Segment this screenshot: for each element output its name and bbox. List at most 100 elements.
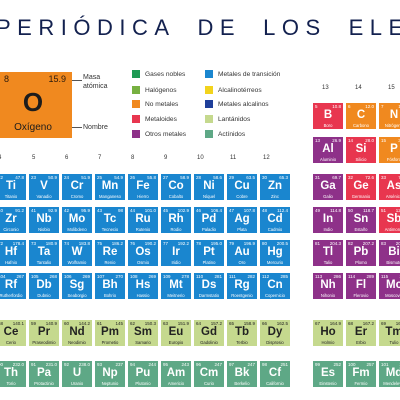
- element-tile-tc[interactable]: 43 98 Tc Tecnecio: [95, 207, 125, 233]
- element-tile-cu[interactable]: 29 63.5 Cu Cobre: [227, 174, 257, 200]
- element-tile-mn[interactable]: 25 54.9 Mn Manganeso: [95, 174, 125, 200]
- atomic-mass: 243: [181, 362, 189, 367]
- element-name: Americio: [167, 381, 185, 386]
- element-tile-b[interactable]: 5 10.8 B Boro: [313, 103, 343, 129]
- element-tile-er[interactable]: 68 167.2 Er Erbio: [346, 320, 376, 346]
- element-tile-sg[interactable]: 106 269 Sg Seaborgio: [62, 273, 92, 299]
- element-tile-mt[interactable]: 109 278 Mt Meitnerio: [161, 273, 191, 299]
- element-tile-ho[interactable]: 67 164.9 Ho Holmio: [313, 320, 343, 346]
- element-tile-ge[interactable]: 32 72.6 Ge Germanio: [346, 174, 376, 200]
- element-tile-am[interactable]: 95 243 Am Americio: [161, 361, 191, 387]
- element-tile-hs[interactable]: 108 269 Hs Hassio: [128, 273, 158, 299]
- element-tile-bh[interactable]: 107 270 Bh Bohrio: [95, 273, 125, 299]
- atomic-number: 48: [262, 208, 268, 213]
- element-tile-ni[interactable]: 28 58.6 Ni Níquel: [194, 174, 224, 200]
- element-tile-bk[interactable]: 97 247 Bk Berkelio: [227, 361, 257, 387]
- element-tile-v[interactable]: 23 50.9 V Vanadio: [29, 174, 59, 200]
- element-symbol: Mn: [101, 180, 119, 192]
- element-tile-cd[interactable]: 48 112.4 Cd Cadmio: [260, 207, 290, 233]
- element-tile-tl[interactable]: 81 204.3 Tl Talio: [313, 240, 343, 266]
- element-tile-pt[interactable]: 78 195.0 Pt Platino: [194, 240, 224, 266]
- element-tile-sm[interactable]: 62 150.3 Sm Samario: [128, 320, 158, 346]
- atomic-mass: 162.5: [276, 321, 288, 326]
- element-tile-pd[interactable]: 46 106.4 Pd Paladio: [194, 207, 224, 233]
- atomic-number: 33: [381, 175, 387, 180]
- element-tile-cn[interactable]: 112 285 Cn Copernicio: [260, 273, 290, 299]
- legend-item: Halógenos: [132, 86, 177, 94]
- element-tile-rh[interactable]: 45 102.9 Rh Rodio: [161, 207, 191, 233]
- element-tile-tm[interactable]: 69 168.9Tm Tulio: [379, 320, 400, 346]
- element-tile-pa[interactable]: 91 231.0 Pa Protactinio: [29, 361, 59, 387]
- element-tile-pu[interactable]: 94 244 Pu Plutonio: [128, 361, 158, 387]
- element-tile-es[interactable]: 99 252 Es Einstenio: [313, 361, 343, 387]
- element-tile-np[interactable]: 93 237 Np Neptunio: [95, 361, 125, 387]
- page-title: PERIÓDICA DE LOS ELE: [0, 15, 400, 41]
- element-tile-si[interactable]: 14 28.0 Si Silicio: [346, 137, 376, 163]
- element-tile-sn[interactable]: 50 118.7 Sn Estaño: [346, 207, 376, 233]
- example-symbol: O: [22, 87, 44, 117]
- element-symbol: Mo: [68, 213, 86, 225]
- element-tile-ag[interactable]: 47 107.8 Ag Plata: [227, 207, 257, 233]
- element-tile-os[interactable]: 76 190.2 Os Osmio: [128, 240, 158, 266]
- element-tile-cf[interactable]: 98 251 Cf Californio: [260, 361, 290, 387]
- element-tile-dy[interactable]: 66 162.5 Dy Disprosio: [260, 320, 290, 346]
- element-tile-ir[interactable]: 77 192.2 Ir Iridio: [161, 240, 191, 266]
- element-tile-ti[interactable]: 22 47.8Ti Titanio: [0, 174, 26, 200]
- element-symbol: Re: [102, 246, 118, 258]
- atomic-mass: 195.0: [210, 241, 222, 246]
- element-symbol: Os: [135, 246, 151, 258]
- element-tile-u[interactable]: 92 238.0 U Uranio: [62, 361, 92, 387]
- element-tile-hf[interactable]: 72 178.4Hf Hafnio: [0, 240, 26, 266]
- element-tile-fl[interactable]: 114 289 Fl Flerovio: [346, 273, 376, 299]
- element-tile-co[interactable]: 27 58.9 Co Cobalto: [161, 174, 191, 200]
- element-tile-mc[interactable]: 115290McMoscovio: [379, 273, 400, 299]
- element-tile-ta[interactable]: 73 180.9 Ta Tantalio: [29, 240, 59, 266]
- atomic-number: 13: [315, 138, 321, 143]
- atomic-number: 83: [381, 241, 387, 246]
- element-tile-eu[interactable]: 63 151.9 Eu Europio: [161, 320, 191, 346]
- element-tile-mo[interactable]: 42 95.9 Mo Molibdeno: [62, 207, 92, 233]
- element-tile-th[interactable]: 90 232.0Th Torio: [0, 361, 26, 387]
- element-tile-as[interactable]: 33 74.9As Arsénico: [379, 174, 400, 200]
- element-tile-in[interactable]: 49 114.8 In Indio: [313, 207, 343, 233]
- atomic-mass: 55.8: [147, 175, 156, 180]
- element-tile-ce[interactable]: 58 140.1Ce Cerio: [0, 320, 26, 346]
- element-tile-rg[interactable]: 111 282 Rg Roentgenio: [227, 273, 257, 299]
- element-tile-md[interactable]: 101258MdMendelevio: [379, 361, 400, 387]
- element-tile-gd[interactable]: 64 157.2 Gd Gadolinio: [194, 320, 224, 346]
- element-tile-bi[interactable]: 83 208.9Bi Bismuto: [379, 240, 400, 266]
- element-tile-zr[interactable]: 40 91.2Zr Circonio: [0, 207, 26, 233]
- element-tile-c[interactable]: 6 12.0 C Carbono: [346, 103, 376, 129]
- element-tile-nd[interactable]: 60 144.2 Nd Neodimio: [62, 320, 92, 346]
- atomic-mass: 65.3: [279, 175, 288, 180]
- element-tile-fm[interactable]: 100 257 Fm Fermio: [346, 361, 376, 387]
- element-tile-pr[interactable]: 59 140.9 Pr Praseodimio: [29, 320, 59, 346]
- atomic-mass: 106.4: [210, 208, 222, 213]
- element-tile-al[interactable]: 13 26.9 Al Aluminio: [313, 137, 343, 163]
- element-symbol: Co: [168, 180, 184, 192]
- element-tile-fe[interactable]: 26 55.8 Fe Hierro: [128, 174, 158, 200]
- element-tile-pb[interactable]: 82 207.2 Pb Plomo: [346, 240, 376, 266]
- element-tile-au[interactable]: 79 196.9 Au Oro: [227, 240, 257, 266]
- element-name: Fermio: [354, 381, 368, 386]
- element-symbol: Bi: [388, 246, 400, 258]
- element-tile-n[interactable]: 7 14.0N Nitrógeno: [379, 103, 400, 129]
- element-tile-tb[interactable]: 65 158.9 Tb Terbio: [227, 320, 257, 346]
- element-tile-nh[interactable]: 113 286 Nh Nihonio: [313, 273, 343, 299]
- element-tile-sb[interactable]: 51 121.7Sb Antimonio: [379, 207, 400, 233]
- element-tile-w[interactable]: 74 183.8 W Wolframio: [62, 240, 92, 266]
- element-tile-ru[interactable]: 44 101.0 Ru Rutenio: [128, 207, 158, 233]
- element-tile-nb[interactable]: 41 92.9 Nb Niobio: [29, 207, 59, 233]
- element-tile-zn[interactable]: 30 65.3 Zn Zinc: [260, 174, 290, 200]
- element-tile-ds[interactable]: 110 281 Ds Darmstatio: [194, 273, 224, 299]
- element-tile-db[interactable]: 105 268 Db Dubnio: [29, 273, 59, 299]
- element-symbol: Pr: [37, 326, 51, 338]
- element-tile-ga[interactable]: 31 69.7 Ga Galio: [313, 174, 343, 200]
- element-tile-cm[interactable]: 96 247 Cm Curio: [194, 361, 224, 387]
- element-tile-pm[interactable]: 61 145 Pm Prometio: [95, 320, 125, 346]
- element-tile-cr[interactable]: 24 51.9 Cr Cromo: [62, 174, 92, 200]
- element-tile-p[interactable]: 15 30.9P Fósforo: [379, 137, 400, 163]
- element-tile-hg[interactable]: 80 200.5 Hg Mercurio: [260, 240, 290, 266]
- element-tile-re[interactable]: 75 186.2 Re Renio: [95, 240, 125, 266]
